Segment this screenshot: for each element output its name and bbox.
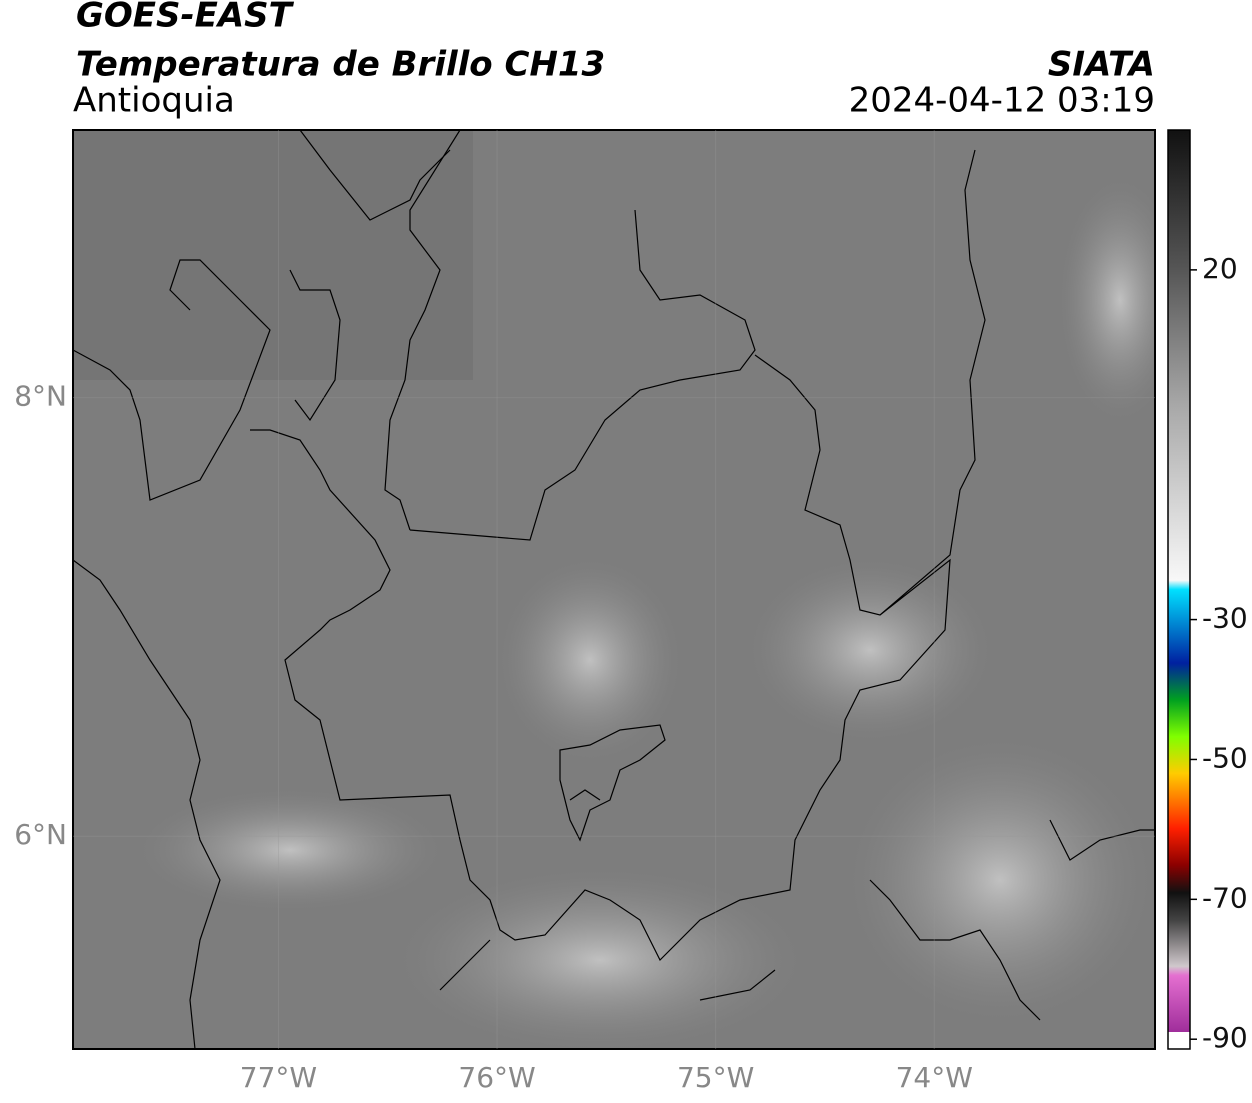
source: SIATA: [1048, 45, 1155, 85]
cloud: [750, 560, 990, 740]
colorbar-min-bin: [1168, 1032, 1190, 1049]
map-ticks: 77°W 76°W 75°W 74°W 8°N 6°N: [14, 130, 1155, 1094]
municipal-border: [439, 724, 1155, 1021]
y-tick-label: 6°N: [14, 818, 67, 851]
region: Antioquia: [73, 81, 235, 121]
x-tick-label: 75°W: [677, 1061, 754, 1094]
cloud: [1060, 180, 1155, 420]
cloud: [500, 560, 680, 760]
x-tick-label: 76°W: [458, 1061, 535, 1094]
title: GOES-EAST: [76, 0, 295, 36]
dark-region: [73, 130, 473, 380]
x-tick-label: 77°W: [240, 1061, 317, 1094]
x-tick-label: 74°W: [896, 1061, 973, 1094]
map-frame: [72, 129, 1156, 1050]
colorbar-tick-label: 20: [1202, 252, 1238, 285]
cloud: [140, 790, 440, 910]
y-tick-label: 8°N: [14, 380, 67, 413]
antioquia-border: [250, 130, 986, 962]
colorbar-tick-label: -50: [1202, 741, 1248, 774]
datetime: 2024-04-12 03:19: [849, 81, 1155, 121]
map-image: [73, 130, 1155, 1049]
colorbar-tick-label: -90: [1202, 1021, 1248, 1054]
colorbar-frame: [1167, 129, 1191, 1050]
cloud: [400, 870, 800, 1049]
subtitle: Temperatura de Brillo CH13: [76, 45, 605, 85]
colorbar-tick-label: -70: [1202, 881, 1248, 914]
cloud: [850, 740, 1150, 1020]
colorbar-tick-label: -30: [1202, 602, 1248, 635]
colorbar: [1168, 130, 1190, 1049]
colorbar-ticks: 20 -30 -50 -70 -90: [1190, 252, 1248, 1054]
coastline: [73, 130, 451, 1049]
